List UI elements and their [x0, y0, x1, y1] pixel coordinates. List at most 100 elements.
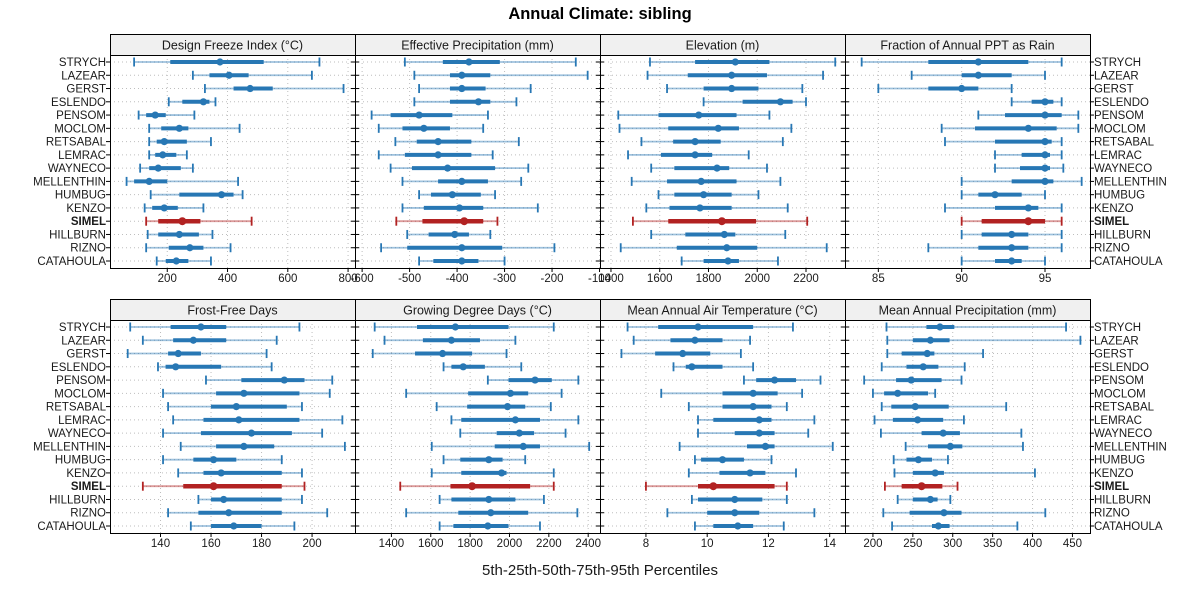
median-dot	[958, 84, 966, 93]
series-kenzo	[893, 468, 1036, 478]
panel-elevation: Elevation (m) 1400 1600 1800 2000 2200	[596, 34, 849, 285]
x-axis-tick-label: 10	[701, 538, 714, 550]
median-dot	[936, 323, 944, 331]
series-strych	[649, 57, 837, 67]
x-axis-tick-label: 200	[158, 273, 177, 285]
site-label: STRYCH	[59, 57, 106, 69]
median-dot	[197, 323, 205, 331]
median-dot	[691, 336, 699, 344]
median-dot	[468, 482, 477, 491]
x-axis-tick-label: 8	[643, 538, 649, 550]
series-kenzo	[645, 203, 789, 213]
series-retsabal	[167, 402, 303, 412]
median-dot	[917, 482, 926, 491]
series-lazear	[383, 335, 517, 345]
median-dot	[940, 509, 948, 517]
site-label: CATAHOULA	[1094, 256, 1163, 268]
site-label: WAYNECO	[1094, 428, 1152, 440]
site-label: MOCLOM	[54, 123, 106, 135]
series-rizno	[927, 243, 1063, 253]
series-simel	[399, 481, 555, 491]
median-dot	[926, 495, 934, 504]
x-axis-tick-label: 1600	[418, 538, 444, 550]
median-dot	[515, 429, 523, 437]
median-dot	[919, 363, 927, 371]
median-dot	[1041, 164, 1049, 172]
site-label: CATAHOULA	[37, 256, 106, 268]
site-label: ESLENDO	[1094, 97, 1149, 109]
series-lazear	[413, 70, 589, 80]
median-dot	[714, 124, 722, 132]
median-dot	[460, 217, 469, 226]
series-retsabal	[435, 402, 552, 412]
median-dot	[974, 71, 982, 79]
median-dot	[448, 191, 456, 199]
median-dot	[506, 389, 515, 397]
x-axis-tick-label: 600	[278, 273, 297, 285]
median-dot	[1008, 230, 1016, 239]
median-dot	[531, 376, 539, 384]
panel-strip-title: Frost-Free Days	[187, 304, 277, 318]
site-label: GERST	[66, 84, 106, 96]
median-dot	[178, 217, 187, 226]
series-eslendo	[442, 362, 523, 372]
panel-strip-title: Design Freeze Index (°C)	[162, 39, 303, 53]
series-kenzo	[401, 203, 539, 213]
site-label: LEMRAC	[58, 415, 106, 427]
site-label: KENZO	[1094, 468, 1134, 480]
series-humbug	[162, 455, 283, 465]
series-moclom	[148, 123, 241, 133]
x-axis-tick-label: 95	[1039, 273, 1052, 285]
series-simel	[960, 216, 1063, 226]
site-label: STRYCH	[1094, 57, 1141, 69]
median-dot	[240, 442, 248, 450]
series-mellenthin	[179, 441, 346, 451]
site-label: HILLBURN	[49, 494, 106, 506]
series-gerst	[877, 84, 1013, 94]
site-label: MELLENTHIN	[1094, 441, 1167, 453]
series-wayneco	[139, 163, 194, 173]
site-label: HUMBUG	[55, 455, 106, 467]
series-retsabal	[148, 137, 212, 147]
median-dot	[749, 403, 757, 411]
series-lemrac	[994, 150, 1063, 160]
panel-frost-free-days: Frost-Free Days 140 160 180 200	[106, 299, 359, 550]
x-axis-tick-label: 14	[823, 538, 836, 550]
median-dot	[731, 495, 739, 504]
series-catahoula	[694, 521, 785, 531]
median-dot	[498, 469, 506, 477]
median-dot	[186, 244, 194, 252]
median-dot	[151, 111, 159, 119]
median-dot	[718, 456, 727, 464]
site-label: LEMRAC	[58, 150, 106, 162]
series-humbug	[442, 455, 527, 465]
median-dot	[1041, 177, 1049, 185]
median-dot	[484, 522, 492, 530]
median-dot	[734, 522, 742, 530]
median-dot	[247, 429, 256, 437]
x-axis-tick-label: 200	[863, 538, 882, 550]
series-kenzo	[177, 468, 303, 478]
panel-strip-title: Growing Degree Days (°C)	[403, 304, 552, 318]
median-dot	[723, 244, 731, 252]
site-label: RETSABAL	[1094, 137, 1155, 149]
series-lemrac	[627, 150, 750, 160]
site-label: WAYNECO	[1094, 163, 1152, 175]
site-label: LAZEAR	[61, 335, 106, 347]
site-label: SIMEL	[1094, 216, 1129, 228]
panel-strip-title: Elevation (m)	[686, 39, 760, 53]
median-dot	[172, 257, 180, 265]
series-moclom	[872, 388, 937, 398]
series-humbug	[694, 455, 773, 465]
panel-border	[600, 320, 846, 534]
median-dot	[458, 71, 466, 79]
x-axis-tick-label: 160	[201, 538, 220, 550]
site-label: PENSOM	[1094, 110, 1144, 122]
series-kenzo	[687, 468, 797, 478]
median-dot	[931, 469, 939, 477]
percentile-caption: 5th-25th-50th-75th-95th Percentiles	[482, 562, 718, 579]
x-axis-tick-label: 140	[151, 538, 170, 550]
x-axis-tick-label: 250	[903, 538, 922, 550]
